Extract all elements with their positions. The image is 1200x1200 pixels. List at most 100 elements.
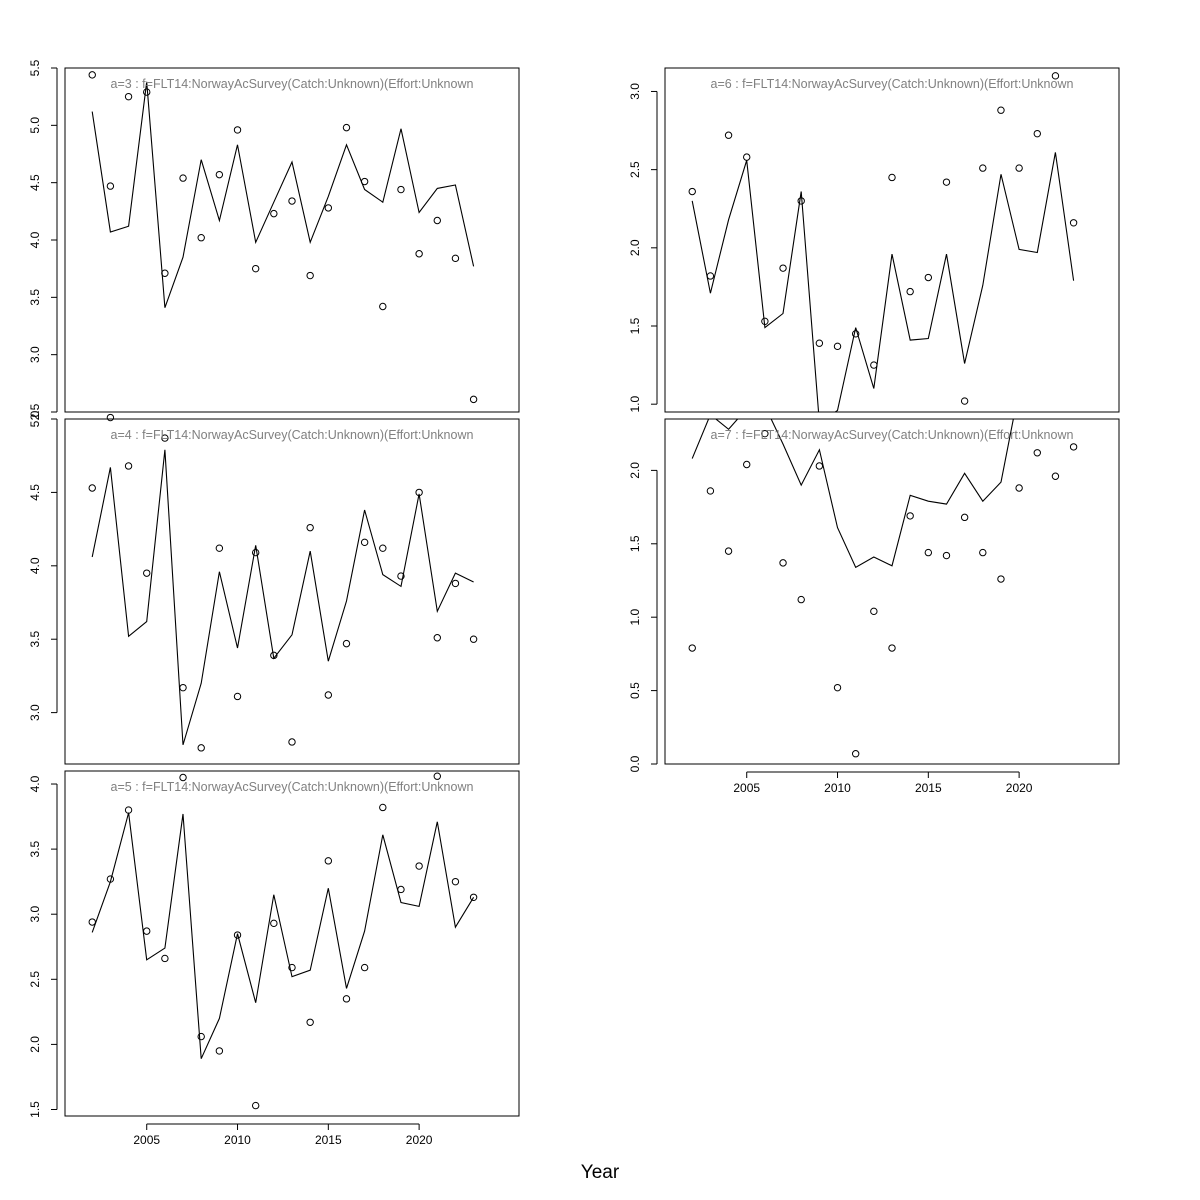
- observed-point: [124, 92, 133, 101]
- observed-point: [815, 339, 824, 347]
- observed-point: [743, 460, 751, 469]
- observed-point: [797, 197, 805, 205]
- observed-point: [215, 544, 224, 552]
- x-tick-label: 2020: [1006, 781, 1033, 795]
- y-tick-label: 2.5: [28, 403, 42, 420]
- panel-frame: [664, 418, 1120, 765]
- x-tick-label: 2010: [224, 1133, 251, 1147]
- observed-point: [88, 71, 96, 79]
- observed-point: [979, 548, 987, 557]
- observed-point: [143, 569, 151, 577]
- observed-point: [342, 123, 351, 132]
- y-tick-label: 3.0: [28, 704, 42, 721]
- observed-point: [979, 164, 987, 172]
- observed-point: [306, 271, 314, 280]
- observed-point: [1033, 129, 1041, 138]
- panel-title: a=4 : f=FLT14:NorwayAcSurvey(Catch:Unkno…: [111, 428, 474, 442]
- y-tick-label: 5.0: [28, 410, 42, 427]
- observed-point: [888, 173, 896, 182]
- observed-point: [1015, 164, 1023, 172]
- y-tick-label: 2.5: [28, 971, 42, 988]
- observed-point: [851, 750, 860, 758]
- observed-point: [397, 572, 405, 580]
- observed-point: [324, 204, 333, 212]
- observed-point: [433, 772, 441, 780]
- observed-point: [88, 484, 96, 492]
- panel-frame: [64, 770, 520, 1117]
- y-tick-label: 4.0: [28, 557, 42, 574]
- observed-point: [743, 153, 751, 161]
- observed-point: [688, 644, 696, 652]
- observed-point: [106, 875, 115, 883]
- observed-point: [433, 216, 441, 225]
- fitted-series-line: [91, 449, 474, 746]
- observed-point: [124, 462, 133, 470]
- observed-point: [197, 234, 205, 242]
- observed-point: [1051, 72, 1060, 80]
- y-tick-label: 3.0: [28, 906, 42, 923]
- observed-point: [1051, 472, 1060, 480]
- observed-point: [451, 877, 460, 886]
- observed-point: [870, 607, 878, 616]
- y-tick-label: 4.0: [28, 775, 42, 792]
- observed-point: [469, 395, 478, 404]
- y-tick-label: 2.5: [628, 161, 642, 178]
- observed-point: [270, 209, 278, 218]
- observed-point: [342, 639, 351, 648]
- y-tick-label: 1.0: [628, 396, 642, 413]
- observed-point: [233, 692, 242, 701]
- fitted-series-line: [691, 419, 1014, 569]
- observed-point: [469, 893, 478, 901]
- observed-point: [88, 918, 96, 926]
- y-tick-label: 1.5: [628, 317, 642, 334]
- observed-point: [179, 773, 187, 782]
- x-tick-label: 2005: [133, 1133, 160, 1147]
- panel-title: a=3 : f=FLT14:NorwayAcSurvey(Catch:Unkno…: [111, 77, 474, 91]
- y-tick-label: 4.5: [28, 174, 42, 191]
- observed-point: [197, 744, 205, 752]
- observed-point: [161, 434, 169, 442]
- observed-point: [288, 738, 296, 746]
- figure-x-axis-label: Year: [581, 1162, 620, 1183]
- observed-point: [233, 931, 242, 939]
- observed-point: [779, 264, 787, 272]
- y-tick-label: 1.0: [628, 609, 642, 626]
- observed-point: [906, 287, 914, 296]
- observed-point: [1069, 443, 1078, 451]
- fitted-series-line: [691, 152, 1075, 412]
- observed-point: [270, 919, 278, 928]
- observed-point: [106, 413, 115, 422]
- observed-point: [1069, 219, 1078, 227]
- observed-point: [288, 963, 296, 972]
- observed-point: [233, 126, 242, 134]
- y-tick-label: 4.0: [28, 231, 42, 248]
- observed-point: [761, 429, 769, 438]
- observed-point: [960, 513, 969, 522]
- panel-frame: [64, 67, 520, 413]
- panel-title: a=5 : f=FLT14:NorwayAcSurvey(Catch:Unkno…: [111, 780, 474, 794]
- y-tick-label: 3.5: [28, 631, 42, 648]
- observed-point: [306, 523, 314, 532]
- observed-point: [360, 538, 369, 547]
- fitted-series-line: [91, 81, 475, 308]
- y-tick-label: 3.5: [28, 289, 42, 306]
- observed-point: [706, 272, 715, 280]
- observed-point: [270, 651, 278, 660]
- y-tick-label: 2.0: [628, 462, 642, 479]
- observed-point: [306, 1018, 314, 1026]
- observed-point: [688, 187, 696, 196]
- x-tick-label: 2010: [824, 781, 851, 795]
- observed-point: [924, 273, 933, 282]
- observed-point: [215, 1047, 224, 1055]
- observed-point: [143, 88, 151, 96]
- observed-point: [797, 595, 805, 604]
- observed-point: [851, 330, 860, 338]
- observed-point: [997, 575, 1005, 583]
- y-tick-label: 3.0: [628, 83, 642, 100]
- observed-point: [106, 182, 115, 190]
- panel-a4: 3.0 3.5 4.0 4.5 5.0 a=4 : f=FLT14:NorwayAcSur…: [28, 410, 520, 765]
- observed-point: [342, 995, 351, 1003]
- observed-point: [288, 197, 296, 205]
